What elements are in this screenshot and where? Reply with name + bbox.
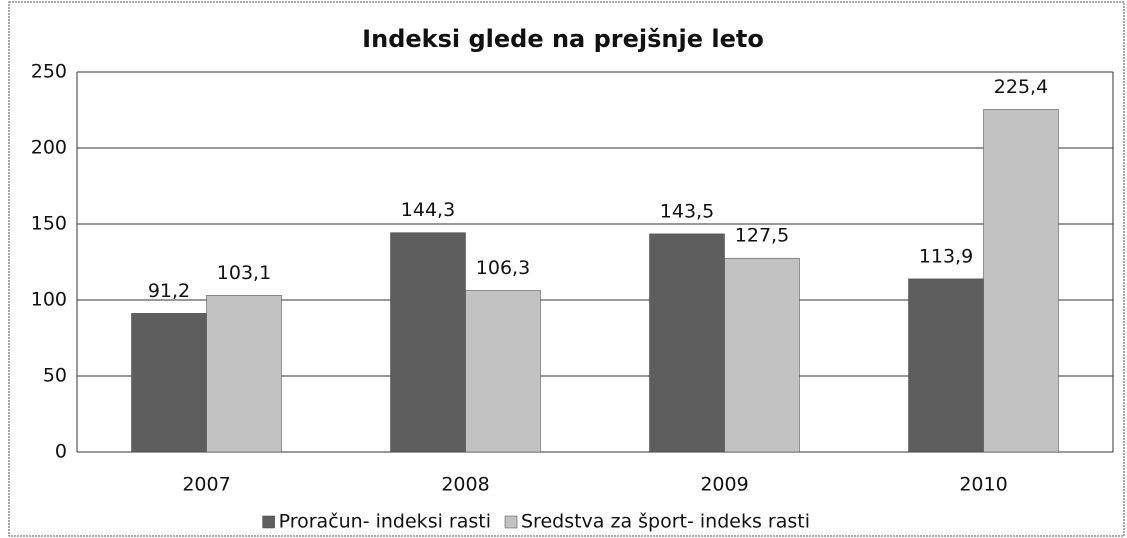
x-tick-label: 2010	[959, 474, 1007, 496]
data-label: 143,5	[660, 200, 714, 222]
y-tick-label: 100	[31, 289, 67, 311]
bar	[983, 109, 1059, 453]
data-label: 103,1	[217, 262, 271, 284]
y-tick-label: 50	[43, 365, 67, 387]
bar	[649, 233, 725, 453]
y-tick-label: 150	[31, 213, 67, 235]
data-label: 106,3	[476, 257, 530, 279]
data-label: 225,4	[994, 76, 1048, 98]
chart-border	[8, 1, 1125, 537]
bar	[131, 313, 207, 453]
data-label: 127,5	[735, 225, 789, 247]
x-tick-label: 2009	[700, 474, 748, 496]
data-label: 91,2	[148, 280, 190, 302]
legend-swatch	[504, 515, 518, 529]
bar	[390, 232, 466, 453]
y-tick-label: 0	[55, 441, 67, 463]
legend-label: Sredstva za šport- indeks rasti	[521, 511, 810, 533]
legend-swatch	[262, 515, 275, 529]
data-label: 144,3	[401, 199, 455, 221]
x-tick-label: 2008	[441, 474, 489, 496]
bar	[465, 290, 541, 453]
chart-title: Indeksi glede na prejšnje leto	[362, 25, 764, 53]
x-tick-label: 2007	[182, 474, 230, 496]
data-label: 113,9	[919, 245, 973, 267]
bar	[206, 295, 282, 453]
legend-label: Proračun- indeksi rasti	[279, 511, 491, 533]
bar	[724, 257, 800, 453]
y-tick-label: 200	[31, 137, 67, 159]
y-tick-label: 250	[31, 61, 67, 83]
bar	[908, 278, 984, 453]
